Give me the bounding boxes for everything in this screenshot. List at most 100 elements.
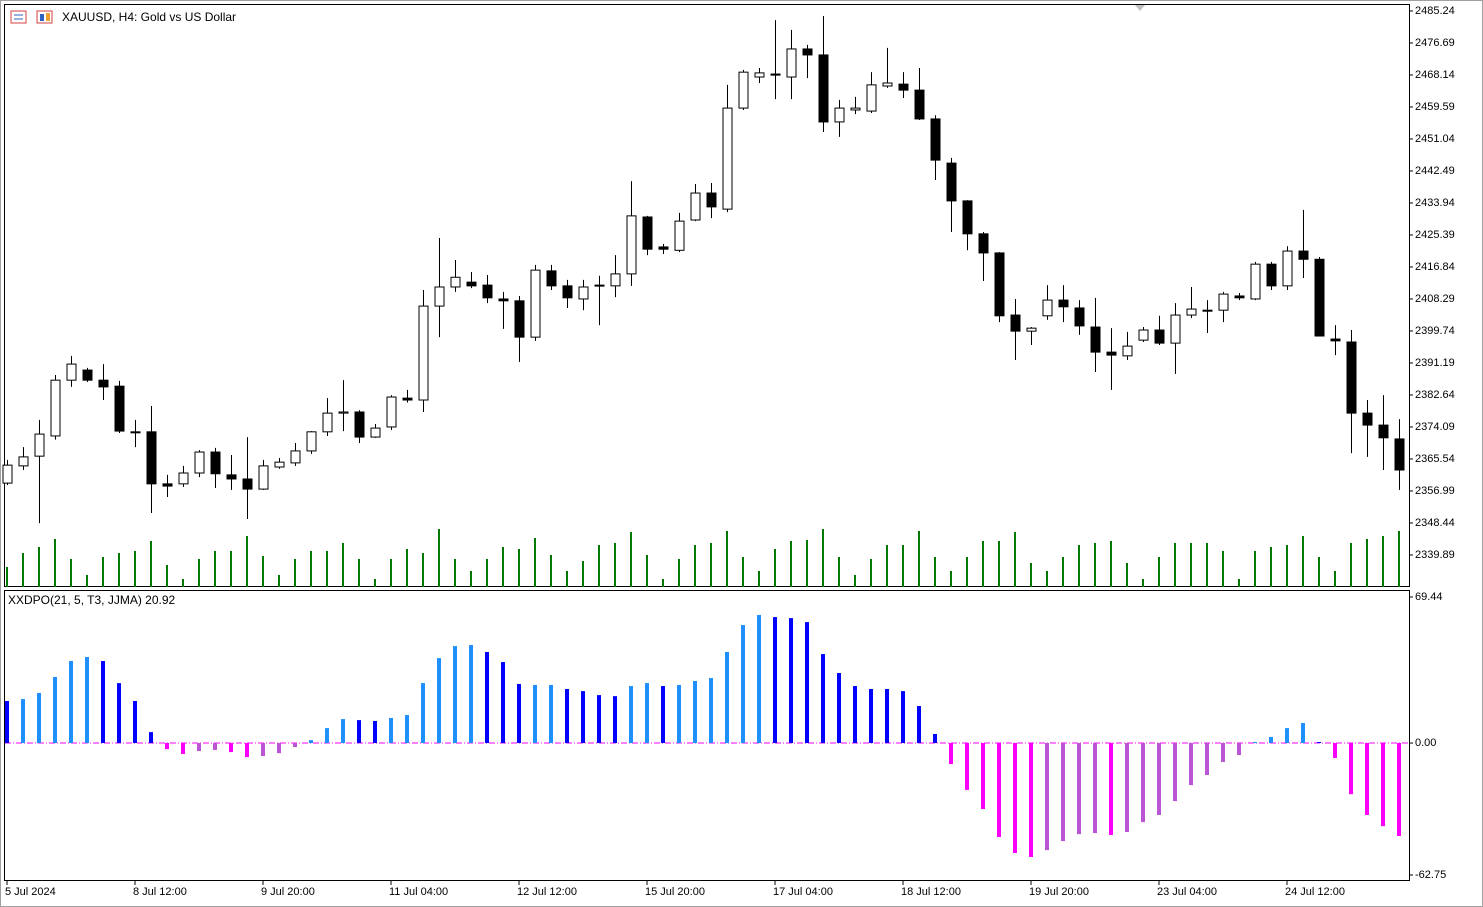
histogram-bar [965,743,969,790]
histogram-bar [1269,736,1273,744]
candle-body [226,474,237,480]
candle-body [1218,293,1229,311]
candle-body [1106,351,1117,356]
histogram-bar [837,673,841,744]
y-tick-label: 2408.29 [1415,293,1455,305]
x-tick-label: 17 Jul 04:00 [773,886,833,898]
histogram-bar [709,678,713,744]
histogram-bar [517,683,521,744]
y-tick-label: 2399.74 [1415,325,1455,337]
y-tick-label: 2442.49 [1415,165,1455,177]
histogram-bar [117,683,121,744]
x-tick-label: 24 Jul 12:00 [1285,886,1345,898]
histogram-bar [853,686,857,744]
candle-body [66,363,77,381]
histogram-bar [933,733,937,744]
candle-body [1026,327,1037,332]
candle-body [178,472,189,485]
y-tick-label: 2476.69 [1415,37,1455,49]
candle-body [210,451,221,475]
histogram-bar [501,662,505,744]
histogram-bar [165,743,169,750]
candle-body [418,305,429,401]
candle-body [498,298,509,302]
histogram-bar [453,646,457,744]
main-pane [4,4,1410,587]
histogram-bar [21,699,25,744]
histogram-bar [1045,743,1049,851]
candle-body [1266,263,1277,287]
indicator-title: XXDPO(21, 5, T3, JJMA) 20.92 [8,593,176,607]
chart-title: XAUUSD, H4: Gold vs US Dollar [62,10,236,24]
histogram-bar [661,686,665,744]
histogram-bar [85,657,89,744]
candle-body [1186,308,1197,316]
histogram-bar [437,658,441,744]
candle-body [1234,295,1245,299]
candle-body [882,82,893,87]
histogram-bar [373,720,377,744]
x-tick-label: 15 Jul 20:00 [645,886,705,898]
candle-body [1170,314,1181,344]
candle-body [322,412,333,433]
candle-body [338,411,349,414]
histogram-bar [5,700,9,744]
candle-body [82,369,93,381]
candle-body [1058,299,1069,308]
histogram-bar [1301,723,1305,744]
symbol-icons [10,10,53,24]
candle-body [914,89,925,120]
candle-body [514,300,525,338]
candle-body [1298,250,1309,260]
candle-body [674,220,685,251]
x-tick-label: 8 Jul 12:00 [133,886,187,898]
y-tick-label: 2416.84 [1415,261,1455,273]
histogram-bar [133,700,137,744]
y-tick-label: 2485.24 [1415,5,1455,17]
histogram-bar [357,720,361,744]
candle-body [1362,412,1373,426]
histogram-bar [773,617,777,744]
histogram-bar [421,683,425,744]
histogram-bar [181,743,185,754]
candle-body [2,464,13,484]
histogram-bar [149,732,153,744]
y-tick-label: 2468.14 [1415,69,1455,81]
histogram-bar [1237,743,1241,756]
candle-body [930,118,941,161]
histogram-bar [197,743,201,752]
histogram-bar [949,743,953,765]
candle-body [850,107,861,111]
histogram-bar [757,614,761,744]
histogram-bar [1125,743,1129,832]
candle-body [1010,314,1021,332]
histogram-bar [821,654,825,744]
y-tick-label: 2425.39 [1415,229,1455,241]
histogram-bar [1189,743,1193,786]
histogram-bar [293,743,297,748]
histogram-bar [341,719,345,744]
histogram-bar [261,743,265,757]
histogram-bar [613,696,617,744]
y-tick-label: 2365.54 [1415,453,1455,465]
indicator-pane [4,590,1410,881]
x-tick-label: 18 Jul 12:00 [901,886,961,898]
y-tick-label: 2391.19 [1415,357,1455,369]
histogram-bar [997,743,1001,838]
candle-body [1378,424,1389,439]
candle-body [354,411,365,438]
icon [10,10,27,24]
candle-body [978,233,989,254]
histogram-bar [1285,728,1289,744]
y-tick-label: 2348.44 [1415,517,1455,529]
candle-body [450,276,461,288]
candle-body [482,284,493,299]
y-tick-label: 2451.04 [1415,133,1455,145]
candle-body [690,192,701,221]
shift-marker [1135,5,1145,11]
histogram-bar [389,718,393,744]
candle-body [50,379,61,437]
